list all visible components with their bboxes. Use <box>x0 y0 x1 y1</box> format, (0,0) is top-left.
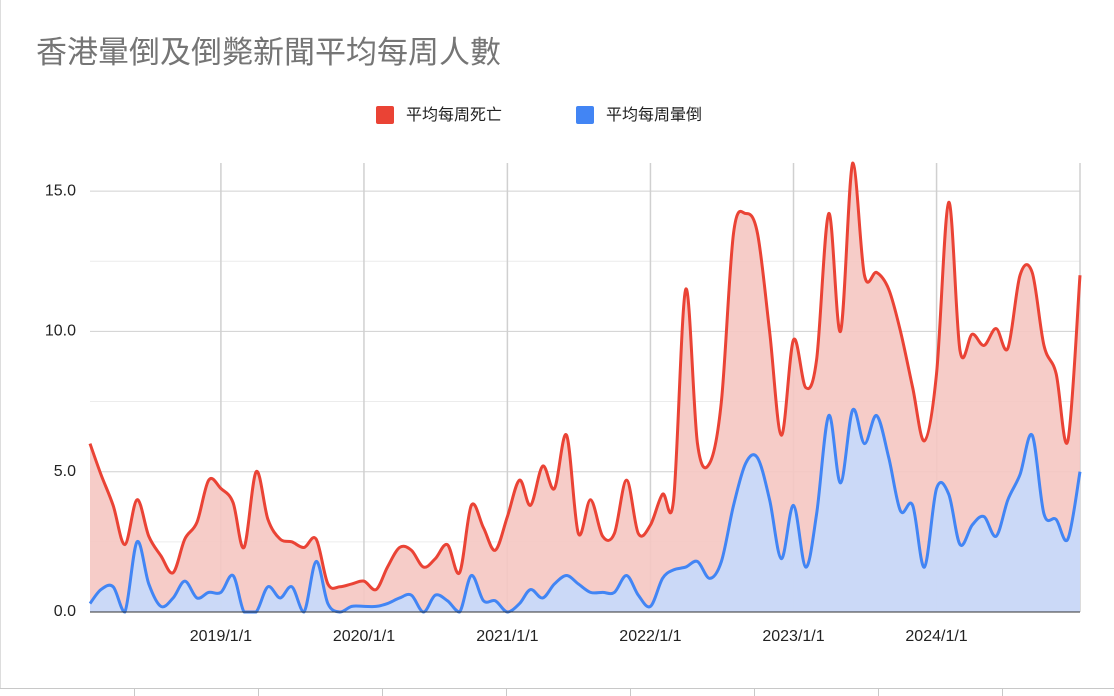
line <box>88 161 1082 592</box>
x-tick-label: 2022/1/1 <box>619 628 681 645</box>
y-tick-label: 5.0 <box>54 463 76 480</box>
x-tick-label: 2021/1/1 <box>476 628 538 645</box>
x-tick-label: 2019/1/1 <box>190 628 252 645</box>
area <box>90 409 1080 612</box>
legend-swatch <box>576 106 594 124</box>
x-tick-label: 2024/1/1 <box>905 628 967 645</box>
y-tick-label: 10.0 <box>45 323 76 340</box>
chart-title: 香港暈倒及倒斃新聞平均每周人數 <box>36 35 501 70</box>
x-tick-label: 2023/1/1 <box>762 628 824 645</box>
y-tick-label: 0.0 <box>54 603 76 620</box>
y-tick-label: 15.0 <box>45 182 76 199</box>
legend-swatch <box>376 106 394 124</box>
x-tick-label: 2020/1/1 <box>333 628 395 645</box>
legend-label: 平均每周暈倒 <box>606 106 702 124</box>
legend-label: 平均每周死亡 <box>406 106 502 124</box>
sheet-strip <box>0 688 1114 696</box>
